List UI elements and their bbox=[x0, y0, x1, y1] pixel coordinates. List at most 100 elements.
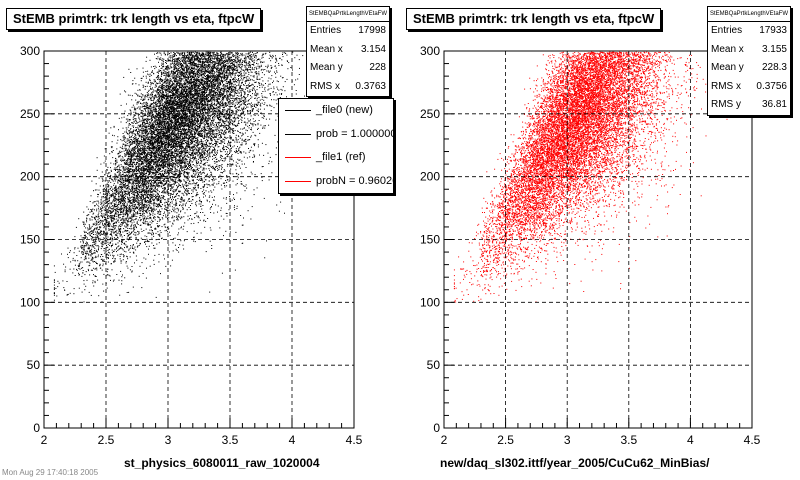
data-point bbox=[119, 166, 121, 168]
data-point bbox=[194, 117, 196, 119]
data-point bbox=[172, 242, 174, 244]
data-point bbox=[256, 109, 258, 111]
data-point bbox=[125, 262, 127, 264]
data-point bbox=[219, 75, 221, 77]
data-point bbox=[245, 152, 247, 154]
data-point bbox=[121, 283, 123, 285]
data-point bbox=[135, 185, 137, 187]
data-point bbox=[103, 234, 105, 236]
data-point bbox=[233, 128, 235, 130]
data-point bbox=[168, 79, 170, 81]
data-point bbox=[173, 216, 175, 218]
data-point bbox=[189, 166, 190, 168]
data-point bbox=[204, 133, 206, 135]
data-point bbox=[224, 60, 225, 62]
data-point bbox=[144, 198, 146, 200]
data-point bbox=[209, 61, 211, 63]
data-point bbox=[151, 186, 153, 188]
data-point bbox=[106, 257, 108, 258]
data-point bbox=[190, 147, 192, 149]
data-point bbox=[189, 141, 191, 143]
data-point bbox=[163, 158, 165, 160]
data-point bbox=[205, 65, 207, 67]
data-point bbox=[127, 164, 129, 166]
data-point bbox=[213, 154, 215, 155]
data-point bbox=[133, 106, 135, 108]
data-point bbox=[204, 157, 206, 159]
data-point bbox=[166, 178, 168, 180]
data-point bbox=[103, 224, 105, 226]
data-point bbox=[251, 206, 253, 208]
data-point bbox=[224, 70, 226, 72]
data-point bbox=[123, 228, 125, 230]
data-point bbox=[210, 92, 212, 94]
data-point bbox=[233, 197, 235, 199]
data-point bbox=[250, 119, 251, 121]
data-point bbox=[138, 195, 140, 197]
data-point bbox=[168, 217, 170, 219]
data-point bbox=[245, 82, 246, 84]
data-point bbox=[243, 141, 245, 142]
data-point bbox=[119, 186, 121, 188]
data-point bbox=[152, 94, 153, 95]
data-point bbox=[237, 146, 238, 148]
data-point bbox=[196, 129, 198, 131]
data-point bbox=[141, 184, 143, 186]
data-point bbox=[213, 157, 215, 159]
data-point bbox=[219, 116, 221, 117]
data-point bbox=[121, 188, 123, 189]
data-point bbox=[246, 87, 248, 89]
data-point bbox=[204, 184, 206, 186]
data-point bbox=[263, 84, 265, 86]
data-point bbox=[191, 89, 193, 91]
data-point bbox=[232, 86, 234, 88]
data-point bbox=[265, 65, 267, 67]
data-point bbox=[98, 229, 100, 231]
data-point bbox=[245, 108, 247, 110]
data-point bbox=[159, 82, 161, 84]
data-point bbox=[274, 134, 276, 136]
data-point bbox=[197, 123, 199, 125]
data-point bbox=[217, 117, 218, 119]
data-point bbox=[99, 222, 101, 224]
data-point bbox=[140, 110, 142, 112]
data-point bbox=[132, 286, 134, 288]
data-point bbox=[206, 81, 208, 83]
data-point bbox=[208, 63, 210, 65]
data-point bbox=[151, 158, 153, 160]
data-point bbox=[163, 177, 165, 179]
data-point bbox=[109, 210, 111, 212]
data-point bbox=[148, 210, 150, 212]
data-point bbox=[248, 77, 250, 79]
data-point bbox=[278, 210, 280, 212]
data-point bbox=[144, 235, 146, 237]
data-point bbox=[63, 263, 65, 265]
data-point bbox=[138, 166, 140, 168]
data-point bbox=[128, 162, 130, 164]
data-point bbox=[90, 195, 92, 197]
data-point bbox=[228, 52, 230, 54]
data-point bbox=[95, 239, 97, 241]
data-point bbox=[151, 71, 152, 73]
data-point bbox=[170, 154, 171, 156]
data-point bbox=[133, 152, 135, 154]
data-point bbox=[152, 169, 154, 171]
data-point bbox=[101, 214, 103, 216]
data-point bbox=[132, 192, 134, 194]
data-point bbox=[208, 130, 210, 131]
data-point bbox=[206, 75, 207, 77]
data-point bbox=[134, 118, 136, 120]
data-point bbox=[234, 93, 236, 95]
data-point bbox=[286, 54, 288, 56]
data-point bbox=[143, 145, 145, 147]
data-point bbox=[208, 184, 210, 185]
data-point bbox=[158, 98, 160, 100]
data-point bbox=[78, 272, 79, 274]
data-point bbox=[156, 92, 158, 94]
data-point bbox=[127, 140, 129, 142]
data-point bbox=[157, 231, 159, 233]
data-point bbox=[113, 163, 115, 165]
data-point bbox=[179, 118, 181, 120]
data-point bbox=[173, 199, 174, 201]
data-point bbox=[213, 154, 215, 156]
